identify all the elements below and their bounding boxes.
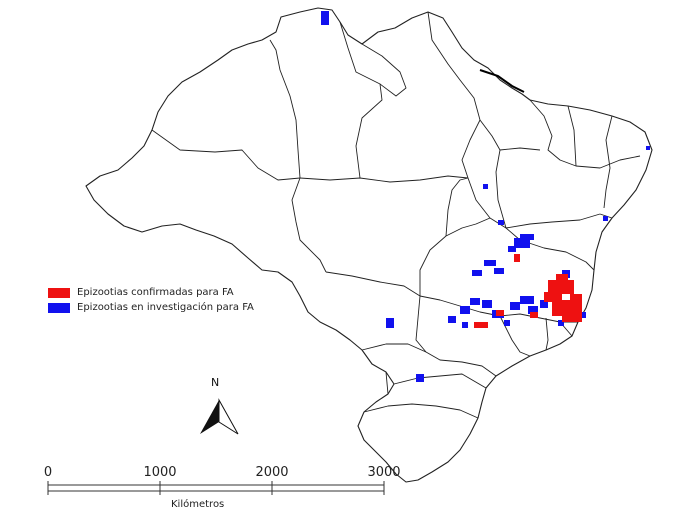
scale-bar (47, 481, 385, 495)
investigation-swatch (48, 302, 70, 313)
legend-label-investigation: Epizootias en investigación para FA (77, 302, 254, 313)
north-arrow-icon (200, 398, 239, 435)
map-legend: Epizootias confirmadas para FA Epizootia… (48, 285, 254, 315)
scale-unit-label: Kilómetros (171, 499, 225, 510)
confirmed-markers (474, 254, 582, 328)
confirmed-swatch (48, 287, 70, 298)
scale-tick-1000: 1000 (143, 465, 177, 480)
north-label: N (211, 376, 220, 389)
legend-item-investigation: Epizootias en investigación para FA (48, 300, 254, 315)
legend-item-confirmed: Epizootias confirmadas para FA (48, 285, 254, 300)
coast-detail (479, 69, 525, 93)
scale-tick-2000: 2000 (255, 465, 289, 480)
state-borders (151, 11, 641, 419)
brazil-outline (85, 7, 653, 483)
legend-label-confirmed: Epizootias confirmadas para FA (77, 287, 234, 298)
scale-tick-3000: 3000 (367, 465, 401, 480)
scale-tick-0: 0 (43, 465, 53, 480)
